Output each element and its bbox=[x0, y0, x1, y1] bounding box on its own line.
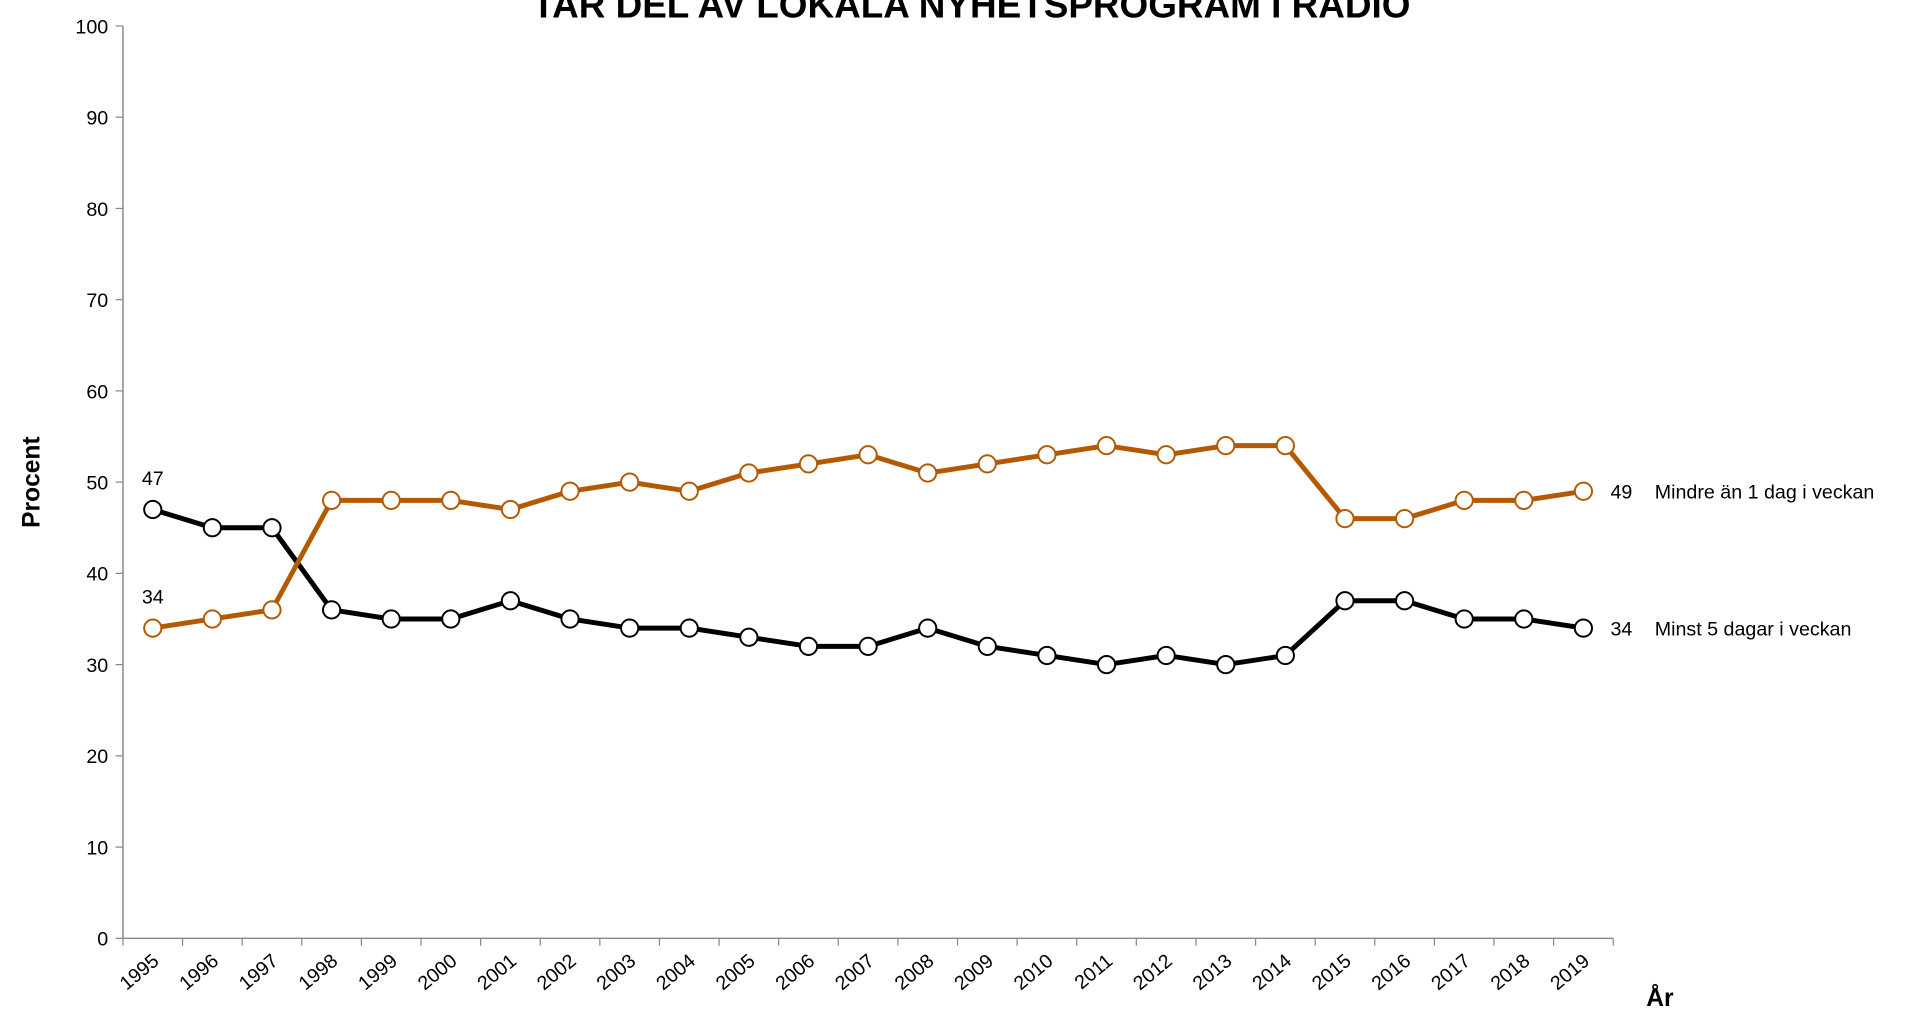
data-point bbox=[202, 609, 222, 629]
x-tick-label: 2015 bbox=[1308, 950, 1356, 995]
data-point bbox=[1573, 481, 1594, 501]
data-point bbox=[262, 518, 282, 538]
x-tick-label: 2011 bbox=[1071, 950, 1118, 994]
x-tick-label: 2010 bbox=[1010, 950, 1058, 995]
x-tick-label: 1995 bbox=[116, 950, 164, 995]
x-tick-label: 2013 bbox=[1189, 950, 1237, 995]
end-value-label: 49 bbox=[1610, 482, 1632, 504]
data-point bbox=[1335, 591, 1355, 611]
x-tick-label: 2002 bbox=[533, 950, 581, 995]
y-tick-label: 40 bbox=[86, 564, 108, 586]
data-point bbox=[1394, 591, 1415, 611]
x-tick-label: 2001 bbox=[473, 950, 521, 995]
data-point bbox=[560, 609, 580, 629]
data-point bbox=[322, 600, 342, 620]
x-tick-label: 1999 bbox=[354, 950, 402, 995]
data-point bbox=[202, 518, 222, 538]
x-tick-label: 1998 bbox=[295, 950, 343, 995]
x-axis-title: År bbox=[1646, 984, 1674, 1011]
y-tick-label: 20 bbox=[86, 746, 108, 768]
data-point bbox=[441, 609, 461, 629]
data-point bbox=[858, 445, 878, 465]
data-point bbox=[1216, 655, 1236, 675]
first-value-label: 34 bbox=[142, 587, 164, 609]
x-tick-label: 2003 bbox=[593, 950, 641, 995]
data-point bbox=[977, 636, 997, 656]
x-tick-label: 1997 bbox=[235, 950, 283, 995]
data-point bbox=[1454, 609, 1474, 629]
x-tick-label: 2019 bbox=[1546, 950, 1594, 995]
x-tick-label: 2008 bbox=[891, 950, 939, 995]
x-tick-label: 2009 bbox=[950, 950, 998, 995]
data-point bbox=[262, 600, 282, 620]
data-point bbox=[560, 481, 580, 501]
data-point bbox=[500, 499, 521, 520]
y-tick-label: 30 bbox=[86, 655, 108, 677]
data-point bbox=[679, 618, 699, 638]
x-tick-label: 2012 bbox=[1129, 950, 1177, 995]
data-point bbox=[1037, 645, 1057, 666]
y-tick-label: 100 bbox=[75, 16, 108, 38]
data-point bbox=[143, 618, 163, 638]
y-tick-label: 90 bbox=[86, 108, 108, 130]
x-tick-label: 2018 bbox=[1487, 950, 1535, 995]
data-point bbox=[858, 636, 878, 656]
data-point bbox=[679, 481, 699, 501]
y-tick-label: 60 bbox=[86, 381, 108, 403]
y-tick-label: 50 bbox=[86, 473, 108, 495]
data-point bbox=[620, 472, 640, 492]
data-point bbox=[1037, 445, 1057, 465]
data-point bbox=[441, 490, 461, 510]
data-point bbox=[1514, 490, 1534, 510]
data-point bbox=[1216, 436, 1236, 456]
data-point bbox=[322, 490, 342, 510]
data-point bbox=[1096, 436, 1117, 456]
y-tick-label: 80 bbox=[86, 199, 108, 221]
series-label: Mindre än 1 dag i veckan bbox=[1655, 482, 1875, 504]
y-axis-title: Procent bbox=[18, 436, 45, 528]
y-tick-label: 0 bbox=[97, 929, 108, 951]
x-tick-label: 2014 bbox=[1248, 950, 1296, 995]
data-point bbox=[1573, 618, 1594, 638]
data-point bbox=[620, 618, 640, 638]
series-label: Minst 5 dagar i veckan bbox=[1655, 618, 1852, 640]
x-tick-label: 2005 bbox=[712, 950, 760, 995]
data-point bbox=[1394, 509, 1415, 529]
end-value-label: 34 bbox=[1610, 618, 1632, 640]
data-point bbox=[739, 627, 759, 647]
x-tick-label: 2017 bbox=[1427, 950, 1475, 995]
y-tick-label: 70 bbox=[86, 290, 108, 312]
chart-title: TAR DEL AV LOKALA NYHETSPROGRAM I RADIO bbox=[532, 0, 1410, 25]
data-point bbox=[500, 591, 521, 611]
data-point bbox=[739, 463, 759, 483]
first-value-label: 47 bbox=[142, 468, 164, 490]
data-point bbox=[918, 618, 938, 638]
data-point bbox=[798, 636, 819, 656]
data-point bbox=[1335, 509, 1355, 529]
data-point bbox=[1156, 445, 1176, 465]
x-tick-label: 2004 bbox=[652, 950, 700, 995]
x-tick-label: 2000 bbox=[414, 950, 462, 995]
data-point bbox=[1096, 655, 1117, 675]
data-point bbox=[798, 454, 819, 474]
data-point bbox=[1454, 490, 1474, 510]
data-point bbox=[1514, 609, 1534, 629]
data-point bbox=[143, 499, 163, 520]
x-tick-label: 2006 bbox=[771, 950, 819, 995]
data-point bbox=[381, 609, 401, 629]
x-tick-label: 2007 bbox=[831, 950, 879, 995]
data-point bbox=[1275, 436, 1295, 456]
data-point bbox=[918, 463, 938, 483]
data-point bbox=[977, 454, 997, 474]
data-point bbox=[1275, 645, 1295, 666]
x-tick-label: 2016 bbox=[1368, 950, 1416, 995]
y-tick-label: 10 bbox=[86, 837, 108, 859]
x-tick-label: 1996 bbox=[175, 950, 223, 995]
data-point bbox=[381, 490, 401, 510]
data-point bbox=[1156, 645, 1176, 666]
